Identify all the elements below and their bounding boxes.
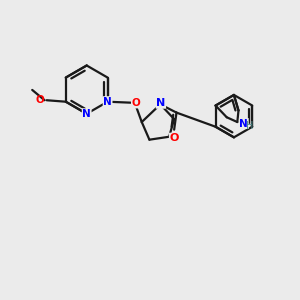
Text: N: N bbox=[82, 109, 91, 119]
Text: N: N bbox=[156, 98, 166, 108]
Text: H: H bbox=[246, 121, 253, 130]
Text: N: N bbox=[103, 97, 112, 107]
Text: O: O bbox=[169, 133, 179, 143]
Text: N: N bbox=[239, 118, 248, 128]
Text: O: O bbox=[36, 95, 45, 105]
Text: O: O bbox=[131, 98, 140, 108]
